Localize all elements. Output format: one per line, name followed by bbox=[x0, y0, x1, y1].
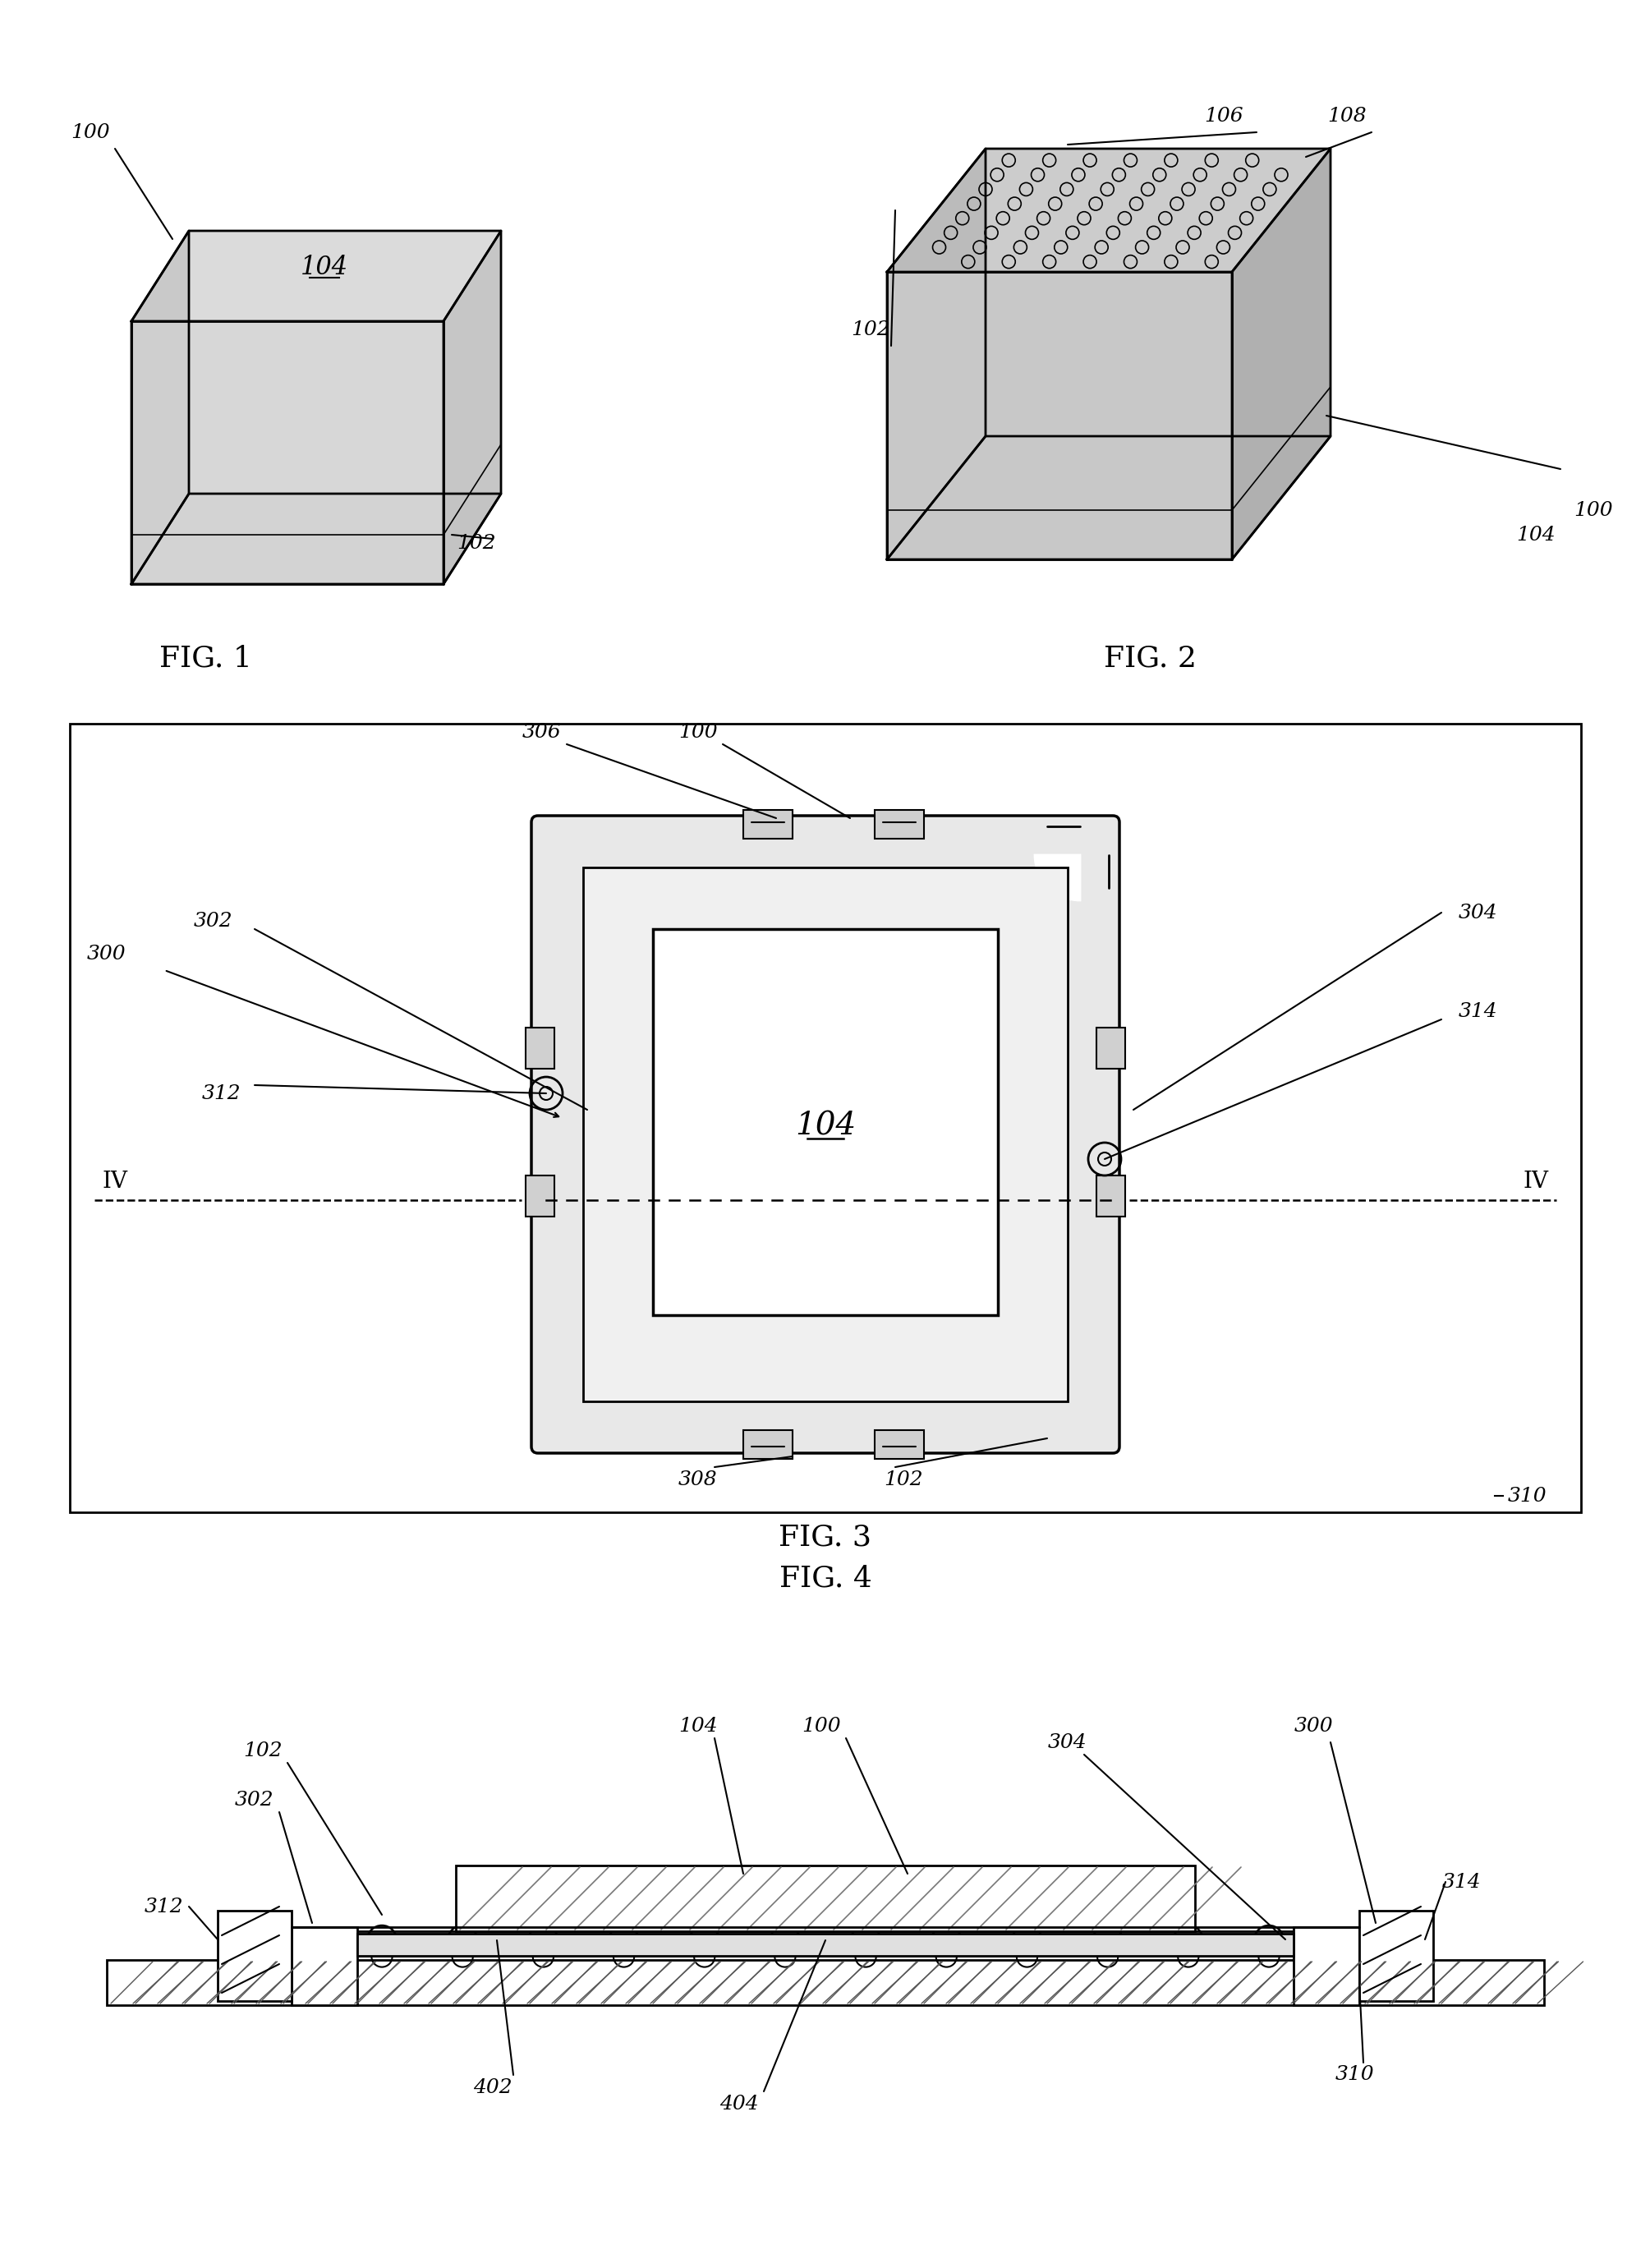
Text: 106: 106 bbox=[1204, 107, 1244, 125]
Text: 104: 104 bbox=[678, 1717, 718, 1735]
Wedge shape bbox=[1035, 855, 1081, 900]
Bar bbox=[526, 1027, 554, 1068]
Bar bbox=[333, 1932, 1318, 1955]
Polygon shape bbox=[132, 231, 502, 322]
Text: 104: 104 bbox=[300, 254, 348, 281]
Text: 302: 302 bbox=[195, 912, 233, 930]
Polygon shape bbox=[888, 150, 1330, 272]
Text: 304: 304 bbox=[1048, 1733, 1087, 1751]
Text: 100: 100 bbox=[1574, 501, 1614, 519]
Polygon shape bbox=[888, 150, 985, 560]
Bar bbox=[653, 930, 998, 1315]
Polygon shape bbox=[132, 322, 444, 585]
Bar bbox=[1294, 1928, 1360, 2005]
Text: 102: 102 bbox=[457, 533, 497, 553]
Text: FIG. 3: FIG. 3 bbox=[779, 1522, 871, 1551]
Text: 102: 102 bbox=[851, 320, 889, 338]
Bar bbox=[526, 1175, 554, 1216]
Text: 314: 314 bbox=[1459, 1002, 1498, 1021]
Text: 314: 314 bbox=[1442, 1873, 1482, 1892]
Polygon shape bbox=[444, 231, 502, 585]
Text: FIG. 2: FIG. 2 bbox=[1104, 644, 1196, 671]
Text: 300: 300 bbox=[87, 943, 127, 964]
Text: 310: 310 bbox=[1508, 1486, 1548, 1506]
Bar bbox=[1360, 1910, 1434, 2000]
Text: 104: 104 bbox=[1516, 526, 1556, 544]
Bar bbox=[582, 866, 1068, 1402]
Text: 100: 100 bbox=[802, 1717, 842, 1735]
FancyBboxPatch shape bbox=[531, 816, 1119, 1454]
Text: 300: 300 bbox=[1295, 1717, 1333, 1735]
Polygon shape bbox=[132, 494, 502, 585]
Text: 108: 108 bbox=[1327, 107, 1366, 125]
Text: 100: 100 bbox=[678, 723, 718, 742]
Bar bbox=[874, 810, 924, 839]
Text: 104: 104 bbox=[795, 1111, 856, 1141]
Polygon shape bbox=[888, 435, 1330, 560]
Text: 312: 312 bbox=[145, 1896, 183, 1916]
Text: 102: 102 bbox=[884, 1470, 922, 1488]
Bar bbox=[1097, 1175, 1125, 1216]
Bar bbox=[1097, 1027, 1125, 1068]
Bar bbox=[358, 1935, 1294, 1955]
Polygon shape bbox=[1233, 150, 1330, 560]
Text: 402: 402 bbox=[474, 2077, 513, 2096]
Text: IV: IV bbox=[1523, 1170, 1549, 1193]
Text: 312: 312 bbox=[203, 1084, 241, 1102]
Bar bbox=[292, 1928, 358, 2005]
Text: 404: 404 bbox=[719, 2093, 759, 2114]
Bar bbox=[107, 1960, 1544, 2005]
Text: FIG. 1: FIG. 1 bbox=[158, 644, 252, 671]
Text: 102: 102 bbox=[243, 1742, 282, 1760]
Bar bbox=[874, 1431, 924, 1458]
Bar bbox=[455, 1867, 1195, 1932]
Bar bbox=[742, 810, 792, 839]
Text: 310: 310 bbox=[1335, 2066, 1374, 2084]
Polygon shape bbox=[132, 231, 188, 585]
Text: 308: 308 bbox=[678, 1470, 718, 1488]
Bar bbox=[69, 723, 1581, 1513]
Text: 100: 100 bbox=[71, 122, 111, 141]
Text: 306: 306 bbox=[523, 723, 561, 742]
Text: FIG. 4: FIG. 4 bbox=[779, 1565, 871, 1592]
Text: 302: 302 bbox=[234, 1789, 274, 1810]
Bar bbox=[742, 1431, 792, 1458]
Text: IV: IV bbox=[102, 1170, 127, 1193]
Polygon shape bbox=[888, 272, 1233, 560]
Bar bbox=[218, 1910, 292, 2000]
Text: 304: 304 bbox=[1459, 903, 1498, 923]
